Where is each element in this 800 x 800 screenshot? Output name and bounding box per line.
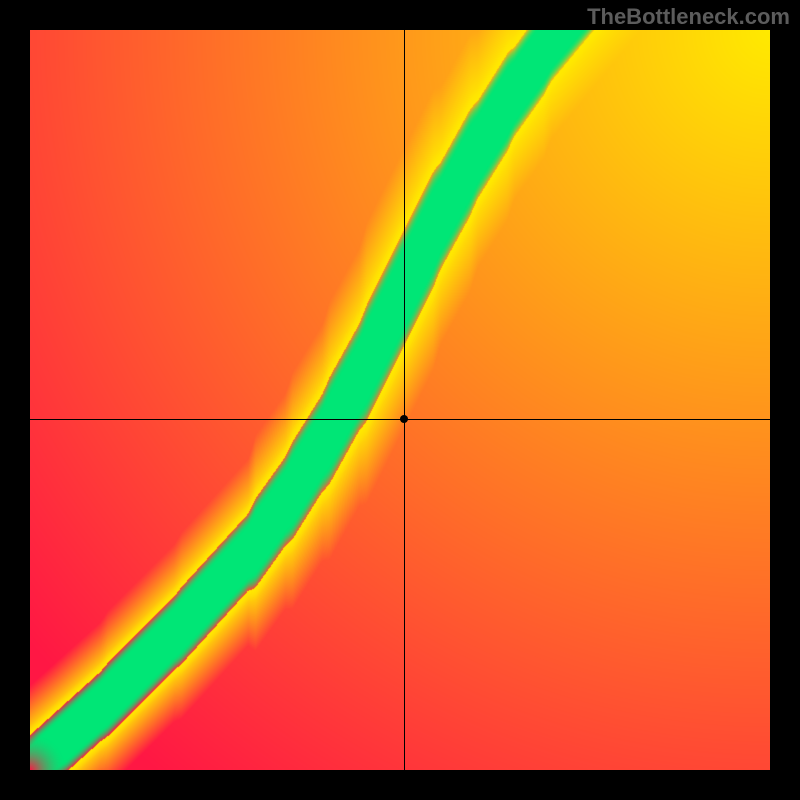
- crosshair-vertical: [404, 30, 405, 770]
- watermark-text: TheBottleneck.com: [587, 4, 790, 30]
- heatmap-canvas: [30, 30, 770, 770]
- crosshair-marker: [400, 415, 408, 423]
- heatmap-plot: [30, 30, 770, 770]
